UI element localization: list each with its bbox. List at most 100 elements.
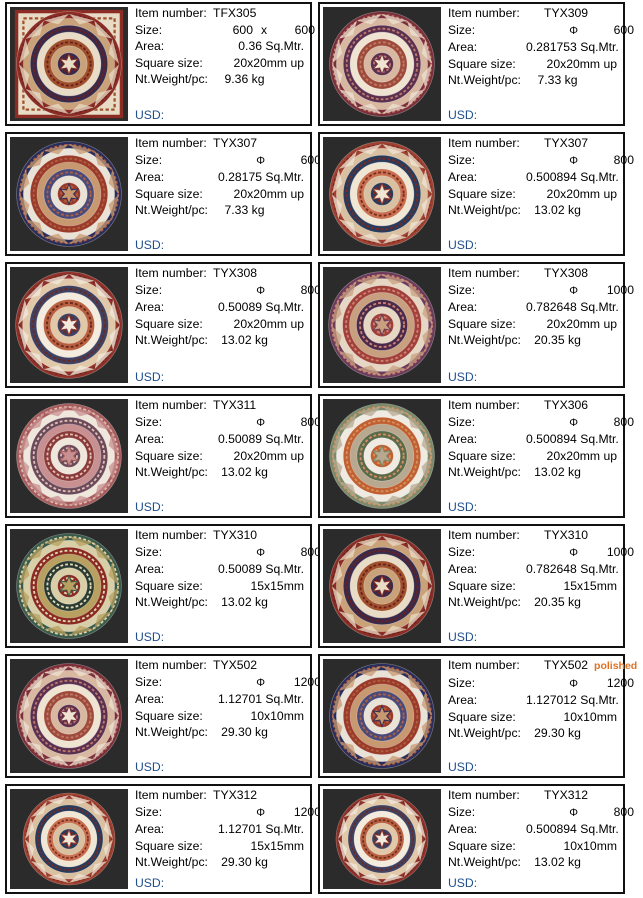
net-weight-value: 7.33 kg [537, 73, 578, 88]
square-size-label: Square size: [448, 56, 516, 71]
area-label: Area: [448, 40, 478, 55]
square-size-value: 20x20mm up [546, 186, 617, 201]
size-value: Φ 800 [526, 152, 634, 170]
item-number-value: TYX308 [544, 266, 589, 280]
size-label: Size: [135, 674, 163, 689]
product-card: Item number: TYX502 Size: Φ 1200 Area: 1.12701… [5, 654, 321, 778]
size-label: Size: [135, 282, 163, 297]
net-weight-value: 9.36 kg [224, 72, 265, 87]
size: Size: Φ 1200 [135, 804, 321, 822]
net-weight: Nt.Weight/pc: 13.02 kg [448, 202, 619, 219]
area-label: Area: [448, 693, 478, 708]
item-number-label: Item number: [135, 528, 207, 542]
size: Size: Φ 800 [448, 414, 634, 432]
product-photo [10, 659, 128, 773]
item-number-value: TYX307 [213, 136, 258, 150]
net-weight-value: 13.02 kg [221, 465, 268, 480]
area-value: 0.28175 Sq.Mtr. [217, 170, 304, 185]
size: Size: Φ 800 [448, 804, 634, 822]
size-value: Φ 600 [213, 152, 321, 170]
square-size: Square size: 20x20mm up [135, 448, 306, 465]
product-card: Item number: TYX312 Size: Φ 800 Area: 0.500894… [318, 784, 634, 894]
area: Area: 1.127012 Sq.Mtr. [448, 692, 619, 709]
item-number-value: TYX310 [544, 528, 589, 542]
product-card: Item number: TYX307 Size: Φ 600 Area: 0.28175 … [5, 132, 321, 256]
polished-tag: polished [594, 660, 638, 672]
item-number: Item number: TYX502 [135, 657, 306, 674]
area-value: 0.281753 Sq.Mtr. [526, 40, 619, 55]
product-card: Item number: TYX307 Size: Φ 800 Area: 0.500894… [318, 132, 634, 256]
net-weight: Nt.Weight/pc: 13.02 kg [135, 594, 306, 611]
size: Size: Φ 600 [135, 152, 321, 170]
usd-price-label: USD: [135, 630, 165, 644]
size-label: Size: [448, 22, 476, 37]
mosaic-medallion-image [14, 9, 124, 119]
size-label: Size: [135, 804, 163, 819]
size: Size: Φ 1200 [135, 674, 321, 692]
square-size-label: Square size: [448, 709, 516, 724]
mosaic-medallion-image [329, 141, 435, 247]
mosaic-medallion-image [16, 663, 122, 769]
net-weight-label: Nt.Weight/pc: [448, 333, 521, 348]
product-photo [323, 789, 441, 889]
square-size-label: Square size: [448, 186, 516, 201]
square-size-label: Square size: [135, 448, 203, 463]
square-size-label: Square size: [135, 838, 203, 853]
item-number: Item number: TYX312 [135, 787, 306, 804]
net-weight-label: Nt.Weight/pc: [135, 595, 208, 610]
item-number-label: Item number: [448, 6, 520, 20]
diameter-value: 1000 [606, 544, 634, 559]
area-value: 1.127012 Sq.Mtr. [526, 693, 619, 708]
size-label: Size: [448, 804, 476, 819]
item-number-label: Item number: [135, 6, 207, 20]
size-value: Φ 1000 [526, 544, 634, 562]
item-number: Item number: TYX502 polished [448, 657, 637, 675]
area-value: 0.500894 Sq.Mtr. [526, 822, 619, 837]
net-weight-label: Nt.Weight/pc: [135, 465, 208, 480]
product-card: Item number: TYX309 Size: Φ 600 Area: 0.281753… [318, 2, 634, 126]
net-weight-label: Nt.Weight/pc: [448, 855, 521, 870]
item-number: Item number: TYX310 [448, 527, 619, 544]
item-number-value: TFX305 [213, 6, 257, 20]
area-label: Area: [135, 39, 165, 54]
item-number-label: Item number: [448, 136, 520, 150]
area-label: Area: [135, 822, 165, 837]
product-photo [10, 529, 128, 643]
item-number-label: Item number: [448, 398, 520, 412]
size-value: Φ 1200 [213, 674, 321, 692]
size-value: Φ 800 [526, 414, 634, 432]
net-weight: Nt.Weight/pc: 13.02 kg [448, 854, 619, 871]
area-label: Area: [135, 170, 165, 185]
size-times: x [260, 22, 268, 37]
net-weight: Nt.Weight/pc: 20.35 kg [448, 594, 619, 611]
net-weight-value: 29.30 kg [221, 855, 268, 870]
usd-price-label: USD: [448, 500, 478, 514]
square-size-value: 20x20mm up [546, 316, 617, 331]
diameter-value: 1200 [606, 675, 634, 690]
square-size: Square size: 20x20mm up [448, 186, 619, 203]
mosaic-medallion-image [328, 271, 436, 379]
product-card: Item number: TYX306 Size: Φ 800 Area: 0.500894… [318, 394, 634, 518]
product-card: Item number: TFX305 Size: 600 x 600 Area: 0.36 … [5, 2, 315, 126]
usd-price-label: USD: [135, 760, 165, 774]
item-number-label: Item number: [135, 136, 207, 150]
square-size: Square size: 20x20mm up [448, 56, 619, 73]
square-size: Square size: 20x20mm up [448, 316, 619, 333]
size-value: 600 x 600 [213, 22, 315, 39]
area-value: 0.782648 Sq.Mtr. [526, 562, 619, 577]
size-value: Φ 800 [213, 544, 321, 562]
diameter-value: 800 [613, 414, 634, 429]
area: Area: 0.50089 Sq.Mtr. [135, 299, 306, 316]
square-size-value: 20x20mm up [233, 316, 304, 331]
item-number-value: TYX308 [213, 266, 258, 280]
area: Area: 0.281753 Sq.Mtr. [448, 39, 619, 56]
area-label: Area: [135, 300, 165, 315]
item-number: Item number: TYX309 [448, 5, 619, 22]
item-number: Item number: TFX305 [135, 5, 306, 22]
usd-price-label: USD: [448, 876, 478, 890]
item-number-label: Item number: [135, 658, 207, 672]
square-size: Square size: 10x10mm [448, 838, 619, 855]
size: Size: Φ 800 [448, 152, 634, 170]
size: Size: 600 x 600 [135, 22, 315, 39]
size-value: Φ 800 [526, 804, 634, 822]
